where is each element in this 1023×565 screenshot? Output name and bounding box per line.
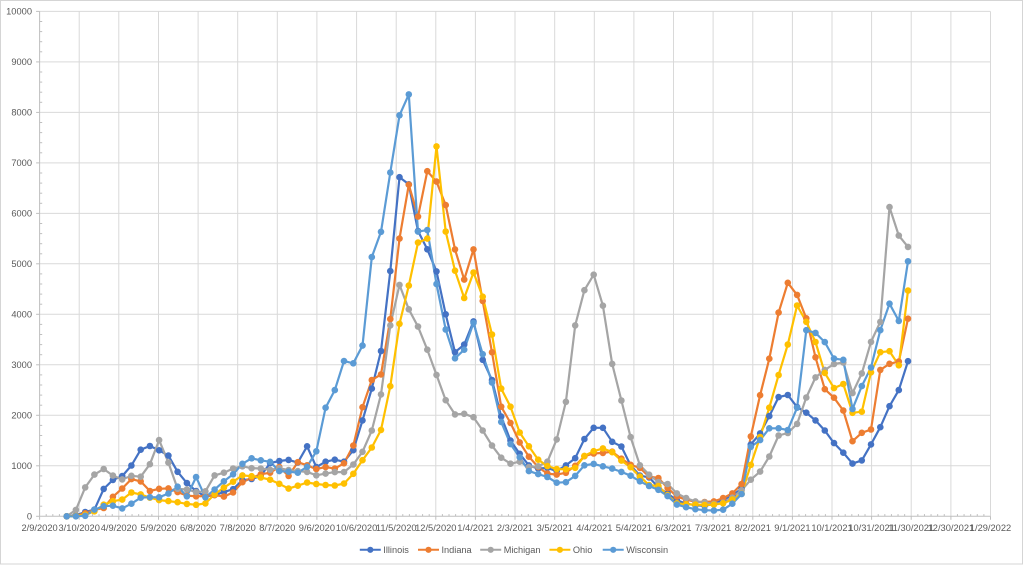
svg-text:1000: 1000: [11, 461, 32, 471]
svg-text:5/4/2021: 5/4/2021: [616, 523, 652, 533]
svg-text:4/9/2020: 4/9/2020: [101, 523, 137, 533]
svg-text:4/4/2021: 4/4/2021: [576, 523, 612, 533]
svg-text:12/30/2021: 12/30/2021: [928, 523, 975, 533]
svg-text:Illinois: Illinois: [383, 545, 409, 555]
svg-text:5000: 5000: [11, 259, 32, 269]
svg-text:10/6/2020: 10/6/2020: [336, 523, 377, 533]
svg-text:10000: 10000: [6, 7, 32, 17]
svg-text:9000: 9000: [11, 57, 32, 67]
svg-text:10/31/2021: 10/31/2021: [848, 523, 895, 533]
svg-text:8000: 8000: [11, 108, 32, 118]
svg-text:Wisconsin: Wisconsin: [626, 545, 668, 555]
svg-text:7/8/2020: 7/8/2020: [220, 523, 256, 533]
svg-text:3/5/2021: 3/5/2021: [537, 523, 573, 533]
svg-text:1/29/2022: 1/29/2022: [970, 523, 1011, 533]
svg-text:11/30/2021: 11/30/2021: [888, 523, 934, 533]
svg-text:0: 0: [27, 512, 32, 522]
svg-text:10/1/2021: 10/1/2021: [811, 523, 852, 533]
svg-text:3000: 3000: [11, 360, 32, 370]
svg-text:3/10/2020: 3/10/2020: [59, 523, 100, 533]
svg-text:7000: 7000: [11, 158, 32, 168]
svg-text:Indiana: Indiana: [442, 545, 473, 555]
svg-text:8/7/2020: 8/7/2020: [259, 523, 295, 533]
svg-text:Ohio: Ohio: [573, 545, 592, 555]
svg-text:9/1/2021: 9/1/2021: [774, 523, 810, 533]
svg-text:9/6/2020: 9/6/2020: [299, 523, 335, 533]
svg-text:2/9/2020: 2/9/2020: [21, 523, 57, 533]
svg-text:2000: 2000: [11, 411, 32, 421]
svg-text:11/5/2020: 11/5/2020: [376, 523, 417, 533]
svg-text:5/9/2020: 5/9/2020: [140, 523, 176, 533]
svg-text:1/4/2021: 1/4/2021: [457, 523, 493, 533]
svg-text:Michigan: Michigan: [504, 545, 541, 555]
svg-text:12/5/2020: 12/5/2020: [415, 523, 456, 533]
svg-text:8/2/2021: 8/2/2021: [735, 523, 771, 533]
svg-text:2/3/2021: 2/3/2021: [497, 523, 533, 533]
svg-text:6000: 6000: [11, 209, 32, 219]
svg-text:7/3/2021: 7/3/2021: [695, 523, 731, 533]
svg-text:6/3/2021: 6/3/2021: [655, 523, 691, 533]
svg-text:6/8/2020: 6/8/2020: [180, 523, 216, 533]
svg-text:4000: 4000: [11, 310, 32, 320]
